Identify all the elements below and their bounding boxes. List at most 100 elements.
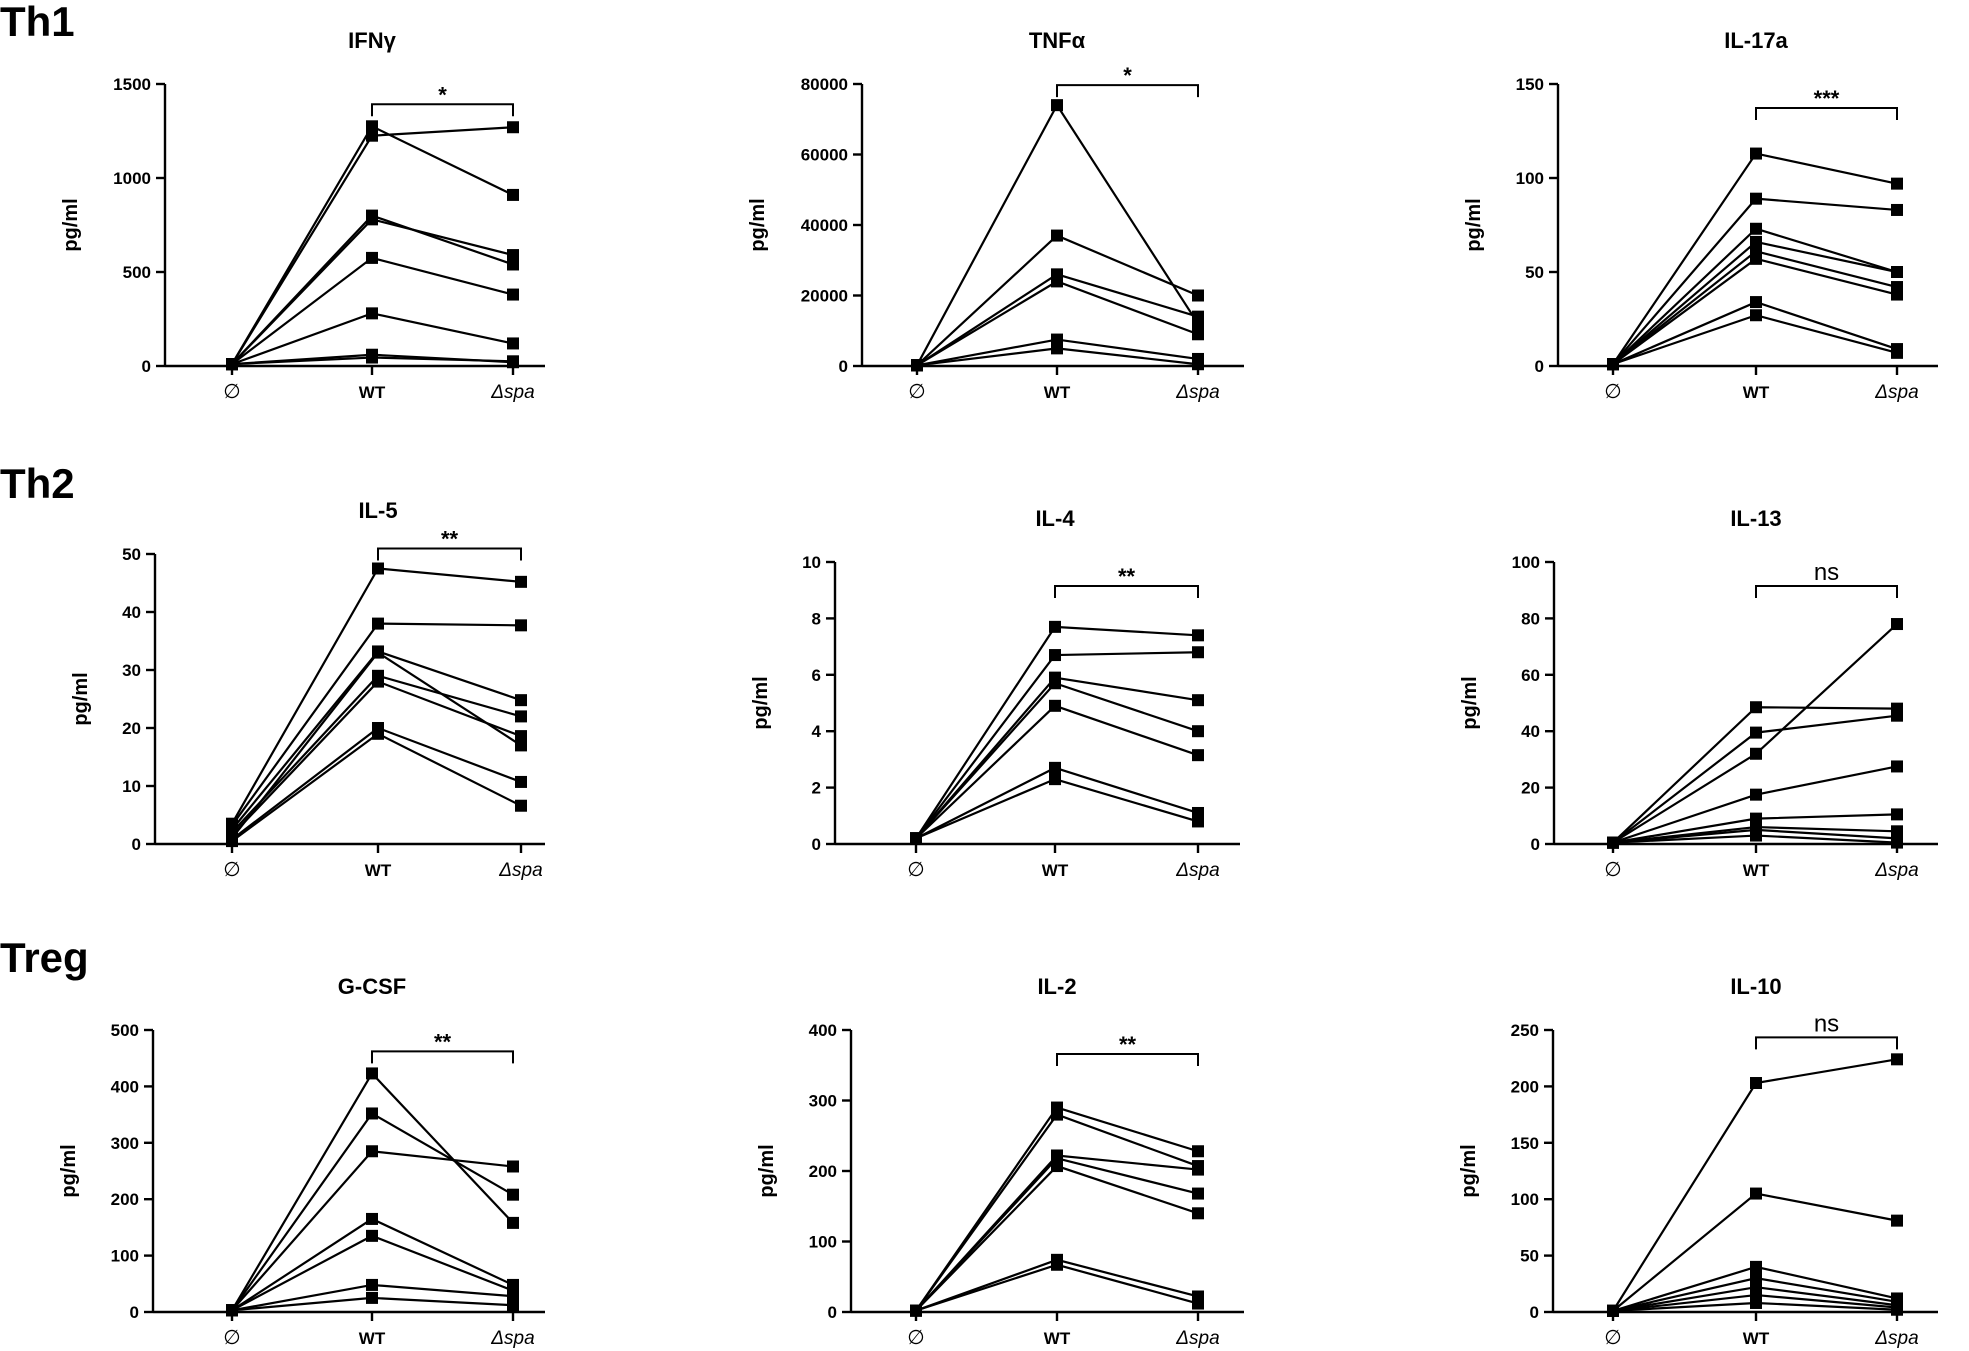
x-category-label: Δspa [1175,860,1219,881]
y-tick-label: 0 [839,357,848,376]
y-tick-label: 60 [1521,666,1540,685]
chart-panel-g-csf: G-CSF 0 100 200 300 400 500 pg/ml ∅ WT Δspa ** [58,974,545,1349]
x-category-label: WT [1042,861,1069,880]
data-point [1192,1207,1204,1220]
y-tick-label: 0 [142,357,151,376]
data-point [1750,147,1762,160]
y-tick-label: 40 [1521,722,1540,741]
y-tick-label: 100 [809,1233,837,1252]
data-point [372,617,384,630]
y-tick-label: 100 [1512,553,1540,572]
data-point [1192,1297,1204,1310]
data-point [1049,773,1061,786]
data-point [1192,358,1204,371]
panel-title: IL-13 [1730,506,1781,531]
data-point [507,1299,519,1312]
data-point [507,337,519,350]
data-point [366,1107,378,1120]
data-point [515,730,527,743]
y-tick-label: 8 [812,609,821,628]
y-axis-label: pg/ml [70,672,92,725]
data-point [507,1216,519,1229]
data-point [1192,1145,1204,1158]
chart-panel-il-13: IL-13 0 20 40 60 80 100 pg/ml ∅ WT Δspa ns [1459,506,1938,881]
y-tick-label: 4 [812,722,822,741]
data-point [1891,203,1903,216]
panel-title: IL-17a [1724,28,1788,53]
panel-title: IFNγ [348,28,396,53]
x-category-label: Δspa [1874,860,1918,881]
significance-bracket [1755,585,1898,598]
data-point [1607,1304,1619,1317]
y-tick-label: 100 [1516,169,1544,188]
data-point [1750,747,1762,760]
series-line [915,1106,1199,1312]
series-line [915,1263,1199,1312]
y-axis-label: pg/ml [60,198,82,251]
data-point [1051,1160,1063,1173]
y-tick-label: 1000 [113,169,151,188]
data-point [366,120,378,133]
y-tick-label: 1500 [113,75,151,94]
y-tick-label: 0 [1531,835,1540,854]
data-point [515,575,527,588]
data-point [1750,829,1762,842]
x-category-label: WT [1044,1329,1071,1348]
data-point [1192,694,1204,707]
panel-title: IL-4 [1035,506,1075,531]
x-category-label: ∅ [907,1327,924,1349]
y-tick-label: 40000 [801,216,848,235]
data-point [1750,701,1762,714]
series-line [915,1113,1199,1312]
data-point [1192,328,1204,341]
significance-label: *** [1814,86,1840,111]
data-point [366,1291,378,1304]
x-category-label: WT [1044,383,1071,402]
data-point [366,1145,378,1158]
data-point [1891,618,1903,631]
x-category-label: ∅ [907,859,924,881]
significance-bracket [371,103,514,117]
y-tick-label: 50 [122,545,141,564]
data-point [226,358,238,371]
y-tick-label: 10 [802,553,821,572]
chart-panel-tnf-: TNFα 0 20000 40000 60000 80000 pg/ml ∅ WT Δspa * [747,28,1244,403]
y-tick-label: 150 [1516,75,1544,94]
data-point [1891,1214,1903,1227]
significance-label: ** [1118,564,1136,589]
data-point [372,675,384,688]
series-line [915,1157,1199,1312]
row-label-th1: Th1 [0,0,75,45]
data-point [515,710,527,723]
chart-panel-il-2: IL-2 0 100 200 300 400 pg/ml ∅ WT Δspa ** [756,974,1244,1349]
data-point [1192,1187,1204,1200]
data-point [1192,310,1204,323]
x-category-label: Δspa [1874,382,1918,403]
x-category-label: Δspa [490,382,534,403]
y-axis-label: pg/ml [750,676,772,729]
data-point [1750,252,1762,265]
data-point [515,739,527,752]
x-category-label: Δspa [1175,1328,1219,1349]
data-point [366,351,378,364]
series-line [915,1154,1199,1312]
y-axis-label: pg/ml [1463,198,1485,251]
data-point [372,646,384,659]
data-point [1891,346,1903,359]
data-point [366,1067,378,1080]
x-category-label: WT [365,861,392,880]
y-tick-label: 250 [1511,1021,1539,1040]
significance-bracket [1755,107,1898,120]
data-point [1049,699,1061,712]
data-point [1192,289,1204,302]
data-point [1607,836,1619,849]
data-point [1192,815,1204,828]
x-category-label: WT [1743,1329,1770,1348]
data-point [1750,192,1762,205]
data-point [366,307,378,320]
data-point [910,1304,922,1317]
chart-panel-ifn-: IFNγ 0 500 1000 1500 pg/ml ∅ WT Δspa * [60,28,545,403]
data-point [1891,177,1903,190]
data-point [1891,266,1903,278]
